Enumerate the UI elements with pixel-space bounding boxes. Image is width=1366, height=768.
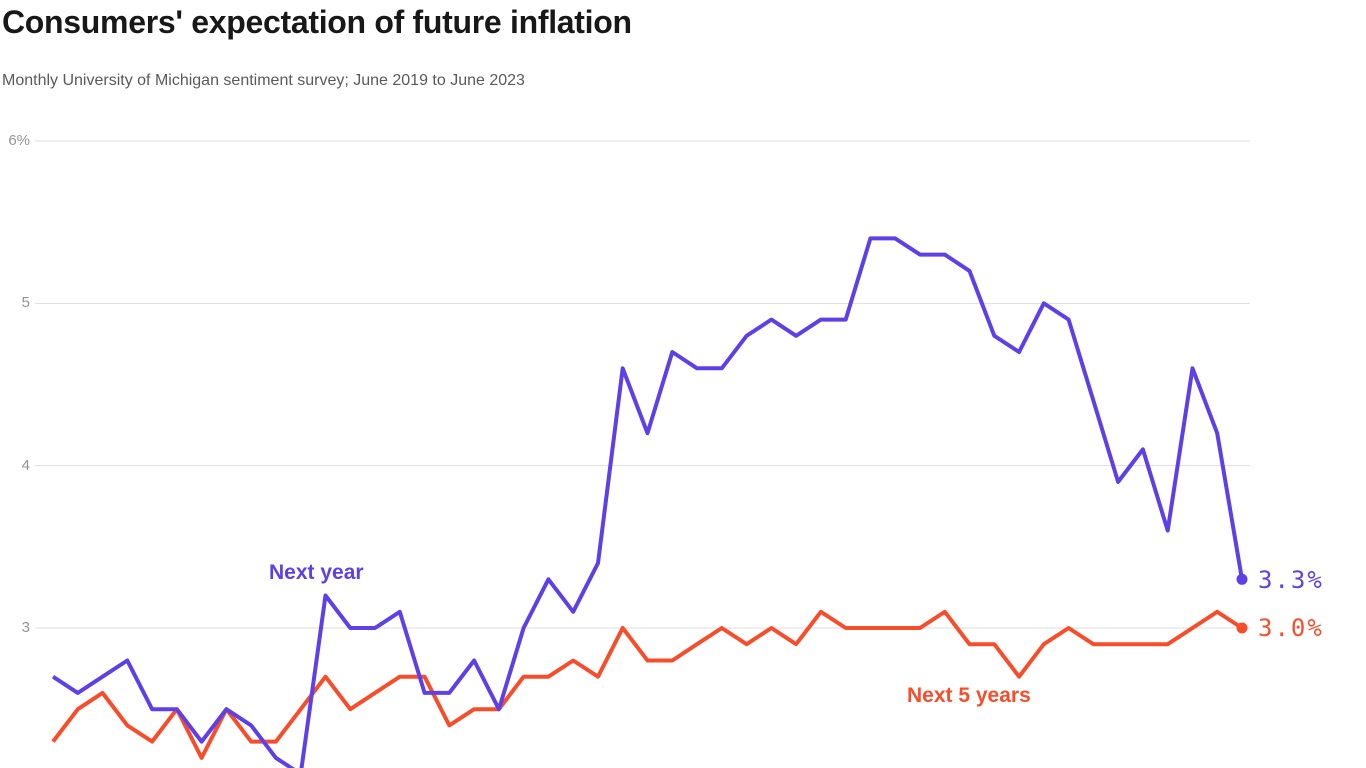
line-next-year	[51, 236, 1244, 768]
y-tick-label: 3	[21, 619, 30, 636]
end-value-label-next-5-years: 3.0%	[1258, 614, 1324, 642]
end-dot-next-5-years	[1236, 622, 1248, 634]
end-dot-next-year	[1236, 573, 1248, 585]
chart-title: Consumers' expectation of future inflati…	[2, 4, 632, 40]
end-value-label-next-year: 3.3%	[1258, 566, 1324, 594]
y-tick-label: 6%	[8, 132, 30, 149]
line-next-5-years	[51, 609, 1244, 760]
chart-subtitle: Monthly University of Michigan sentiment…	[2, 72, 525, 89]
series-label-next-5-years: Next 5 years	[907, 684, 1031, 707]
series-label-next-year: Next year	[269, 561, 364, 584]
y-tick-label: 5	[21, 294, 30, 312]
y-tick-label: 4	[21, 456, 30, 474]
